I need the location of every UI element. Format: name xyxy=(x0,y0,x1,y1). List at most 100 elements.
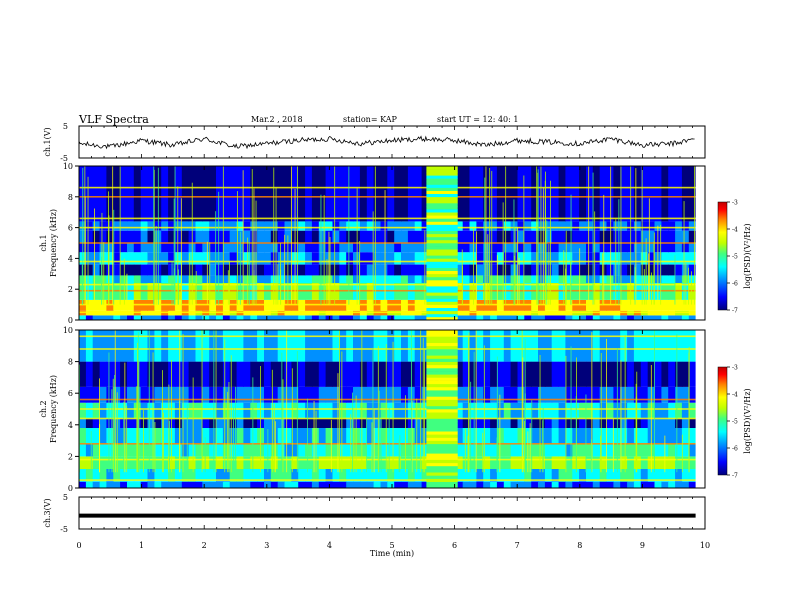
spectrogram-cell xyxy=(318,243,327,253)
spectrogram-cell xyxy=(174,481,183,488)
spectrogram-cell xyxy=(168,469,176,482)
spectrogram-cell xyxy=(606,456,614,469)
spectrogram-cell xyxy=(565,469,573,482)
spectrogram-cell xyxy=(394,264,402,276)
spectrogram-cell xyxy=(181,330,190,362)
impulse-streak xyxy=(213,330,215,473)
spectrogram-cell xyxy=(229,275,237,283)
impulse-streak xyxy=(616,348,618,473)
spectrogram-cell xyxy=(99,456,107,469)
spectrogram-cell xyxy=(305,481,313,488)
impulse-streak xyxy=(114,375,115,473)
impulse-streak xyxy=(676,333,678,473)
spectrogram-cell xyxy=(147,330,155,362)
burst-cell xyxy=(426,196,458,201)
spectrogram-cell xyxy=(476,418,484,428)
spectrogram-cell xyxy=(640,221,649,231)
spectrogram-cell xyxy=(380,456,388,469)
spectrogram-cell xyxy=(229,221,237,231)
spectrogram-cell xyxy=(222,456,231,469)
spectrogram-cell xyxy=(99,166,107,222)
spectrogram-cell xyxy=(586,386,594,403)
ch1-waveform-xticks xyxy=(78,126,706,158)
spectrogram-cell xyxy=(154,402,162,419)
spectrogram-cell xyxy=(339,243,347,253)
spectrogram-cell xyxy=(366,275,375,283)
impulse-streak xyxy=(648,198,650,305)
spectrogram-cell xyxy=(339,361,347,387)
spectrogram-cell xyxy=(538,443,546,457)
spectrogram-cell xyxy=(681,428,690,444)
spectrogram-cell xyxy=(538,456,546,469)
spectrogram-cell xyxy=(366,386,375,403)
spectrogram-cell xyxy=(572,386,580,403)
spectrogram-cell xyxy=(462,456,470,469)
impulse-streak xyxy=(224,339,226,473)
spectrogram-cell xyxy=(414,361,422,387)
spectrogram-cell xyxy=(147,230,155,243)
spectrogram-cell xyxy=(133,264,142,276)
spectrogram-cell xyxy=(469,330,477,362)
spectrogram-cell xyxy=(524,166,532,222)
spectrogram-cell xyxy=(565,166,573,222)
impulse-streak xyxy=(282,379,284,473)
spectrogram-cell xyxy=(538,264,546,276)
spectrogram-cell xyxy=(202,166,210,222)
spectrogram-cell xyxy=(140,443,148,457)
impulse-streak xyxy=(126,273,128,305)
spectrogram-cell xyxy=(469,418,477,428)
spectrogram-cell xyxy=(496,469,505,482)
spectrogram-cell xyxy=(551,315,559,320)
spectrogram-cell xyxy=(627,402,635,419)
spectrogram-cell xyxy=(668,481,676,488)
spectrogram-cell xyxy=(469,443,477,457)
spectrogram-cell xyxy=(298,275,306,283)
spectrogram-cell xyxy=(579,243,587,253)
impulse-streak xyxy=(284,234,286,305)
spectrogram-cell xyxy=(99,361,107,387)
impulse-streak xyxy=(546,220,548,305)
spectrogram-cell xyxy=(592,264,601,276)
spectrogram-cell xyxy=(462,418,470,428)
spectrogram-cell xyxy=(476,252,484,265)
spectrogram-cell xyxy=(85,243,94,253)
spectrogram-cell xyxy=(421,361,429,387)
spectrogram-cell xyxy=(92,230,100,243)
spectrogram-cell xyxy=(394,361,402,387)
impulse-streak xyxy=(585,394,587,473)
spectrogram-cell xyxy=(469,361,477,387)
spectrogram-cell xyxy=(675,230,683,243)
impulse-streak xyxy=(411,330,412,473)
spectrogram-cell xyxy=(339,418,347,428)
spectrogram-cell xyxy=(277,315,285,320)
spectrogram-cell xyxy=(243,418,251,428)
spectrogram-cell xyxy=(209,456,217,469)
spectrogram-cell xyxy=(373,275,381,283)
spectrogram-cell xyxy=(161,264,169,276)
spectrogram-cell xyxy=(421,386,429,403)
narrowband-line xyxy=(79,260,696,263)
spectrogram-cell xyxy=(174,361,183,387)
spectrogram-cell xyxy=(544,230,553,243)
burst-cell xyxy=(426,465,458,470)
spectrogram-cell xyxy=(462,166,470,222)
impulse-streak xyxy=(600,353,602,473)
spectrogram-cell xyxy=(181,428,190,444)
spectrogram-cell xyxy=(401,221,409,231)
spectrogram-cell xyxy=(538,230,546,243)
impulse-streak xyxy=(522,357,524,473)
impulse-streak xyxy=(235,386,236,473)
spectrogram-cell xyxy=(531,361,539,387)
spectrogram-cell xyxy=(161,481,169,488)
burst-cell xyxy=(426,236,458,241)
spectrogram-cell xyxy=(140,456,148,469)
spectrogram-cell xyxy=(209,361,217,387)
spectrogram-cell xyxy=(531,252,539,265)
spectrogram-cell xyxy=(195,456,203,469)
spectrogram-cell xyxy=(339,330,347,362)
spectrogram-cell xyxy=(647,166,655,222)
impulse-streak xyxy=(230,355,232,473)
spectrogram-cell xyxy=(188,456,196,469)
spectrogram-cell xyxy=(195,330,203,362)
